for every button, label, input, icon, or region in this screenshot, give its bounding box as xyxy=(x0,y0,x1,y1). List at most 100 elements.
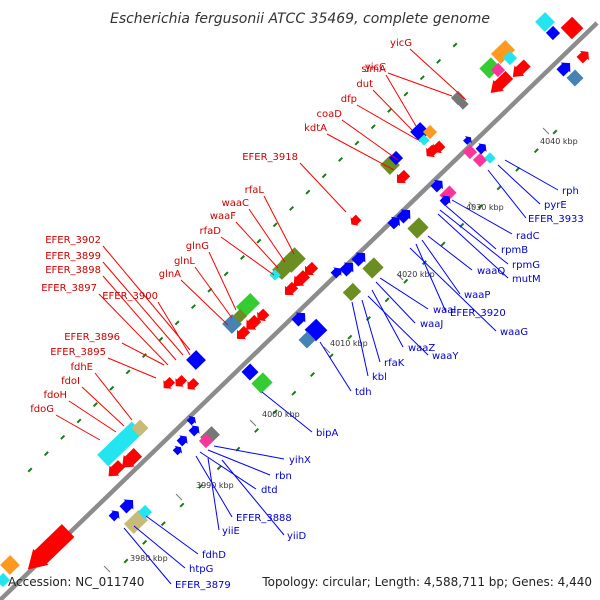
leader-line-glng xyxy=(208,251,237,311)
tick-layer: 4040 kbp 4030 kbp 4020 kbp 4010 kbp 4000 kbp… xyxy=(27,42,578,573)
leader-line-rbn xyxy=(207,449,271,476)
leader-line-tdh xyxy=(319,341,352,392)
leader-line-efer-3902 xyxy=(102,245,191,351)
gene-label-rfak: rfaK xyxy=(384,358,405,369)
gene-label-waaq: waaQ xyxy=(477,266,505,277)
gene-arrow-forward xyxy=(490,71,514,94)
gene-arrow-forward xyxy=(396,169,411,184)
gene-arrow-forward xyxy=(108,460,125,477)
gene-label-tdh: tdh xyxy=(355,387,372,398)
track-marker xyxy=(198,483,204,489)
leader-line-yihx xyxy=(213,445,285,460)
leader-line-rph xyxy=(504,159,559,191)
gene-label-fdoh: fdoH xyxy=(43,390,67,401)
leader-line-fdoi xyxy=(81,386,125,427)
gene-label-yiie: yiiE xyxy=(222,526,240,537)
gene-label-efer-3888: EFER_3888 xyxy=(236,513,292,524)
track-marker xyxy=(387,107,393,113)
gene-label-rpmg: rpmG xyxy=(512,260,540,271)
gene-block-reverse xyxy=(566,69,584,87)
leader-line-waaj xyxy=(375,281,416,324)
gene-label-efer-3899: EFER_3899 xyxy=(45,251,101,262)
gene-block-reverse xyxy=(545,25,561,41)
track-marker xyxy=(43,451,49,457)
leader-line-yiid xyxy=(221,459,285,536)
leader-line-kdta xyxy=(326,133,395,171)
gene-block-reverse xyxy=(462,144,478,160)
track-marker xyxy=(533,148,539,154)
gene-label-fdog: fdoG xyxy=(30,404,54,415)
track-marker xyxy=(347,334,353,340)
gene-label-rbn: rbn xyxy=(275,471,292,482)
track-marker xyxy=(109,385,115,391)
leader-layer xyxy=(55,48,559,585)
gene-arrow-reverse xyxy=(188,425,200,437)
leader-line-rpmb xyxy=(445,205,497,250)
track-marker xyxy=(254,427,260,433)
leader-line-fdhe xyxy=(94,372,133,421)
track-marker xyxy=(496,185,502,191)
gene-arrow-reverse xyxy=(176,435,188,447)
gene-block-forward xyxy=(97,421,143,467)
leader-line-yicc xyxy=(387,72,453,97)
track-marker xyxy=(272,222,278,228)
track-marker xyxy=(256,238,262,244)
gene-label-yicc: yicC xyxy=(365,62,386,73)
gene-arrow-forward xyxy=(163,376,176,389)
track-marker xyxy=(305,189,311,195)
leader-line-waaz xyxy=(371,289,404,348)
leader-line-waai xyxy=(379,277,429,310)
track-marker xyxy=(272,409,278,415)
track-marker xyxy=(370,124,376,130)
gene-block-reverse xyxy=(484,152,496,164)
track-marker xyxy=(76,418,82,424)
leader-line-efer-3918 xyxy=(299,162,347,213)
gene-arrow-reverse xyxy=(339,262,354,277)
leader-line-rfak xyxy=(361,299,381,363)
gene-label-kdta: kdtA xyxy=(304,123,327,134)
gene-arrow-forward xyxy=(350,214,362,226)
track-marker xyxy=(440,241,446,247)
leader-line-waap xyxy=(421,239,461,295)
leader-line-waac xyxy=(248,208,286,263)
gene-label-dfp: dfp xyxy=(341,94,357,105)
gene-label-bipa: bipA xyxy=(316,428,338,439)
leader-line-efer-3933 xyxy=(487,169,527,219)
gene-layer xyxy=(0,12,589,588)
gene-label-waaz: waaZ xyxy=(408,343,435,354)
track-marker xyxy=(291,390,297,396)
gene-block-reverse xyxy=(241,363,259,381)
track-marker xyxy=(179,502,185,508)
gene-arrow-reverse xyxy=(108,510,120,522)
tick-mark xyxy=(249,419,257,427)
gene-block-forward xyxy=(232,308,248,324)
gene-arrow-forward xyxy=(246,314,262,330)
gene-label-yiid: yiiD xyxy=(287,531,306,542)
track-marker xyxy=(403,278,409,284)
leader-line-efer-3896 xyxy=(121,342,165,366)
track-marker xyxy=(321,173,327,179)
gene-block-reverse xyxy=(251,372,273,394)
gene-label-coad: coaD xyxy=(317,109,343,120)
gene-label-kbl: kbl xyxy=(372,372,387,383)
tick-label: 4010 kbp xyxy=(330,339,368,348)
leader-line-rpmg xyxy=(439,209,509,265)
leader-line-kbl xyxy=(351,301,369,377)
gene-arrow-forward xyxy=(122,448,143,468)
track-marker xyxy=(419,75,425,81)
gene-block-forward xyxy=(418,134,430,146)
tick-mark xyxy=(542,127,550,135)
leader-line-rfad xyxy=(220,236,275,276)
leader-line-dtd xyxy=(199,451,257,490)
gene-label-efer-3895: EFER_3895 xyxy=(50,347,106,358)
gene-label-rfal: rfaL xyxy=(245,185,265,196)
gene-block-forward xyxy=(0,555,20,575)
track-marker xyxy=(477,204,483,210)
gene-label-htpg: htpG xyxy=(189,564,213,575)
gene-arrow-reverse xyxy=(186,415,197,426)
leader-line-glnl xyxy=(194,266,233,319)
gene-label-waay: waaY xyxy=(432,351,459,362)
gene-block-forward xyxy=(131,419,149,437)
gene-label-rfad: rfaD xyxy=(200,226,222,237)
